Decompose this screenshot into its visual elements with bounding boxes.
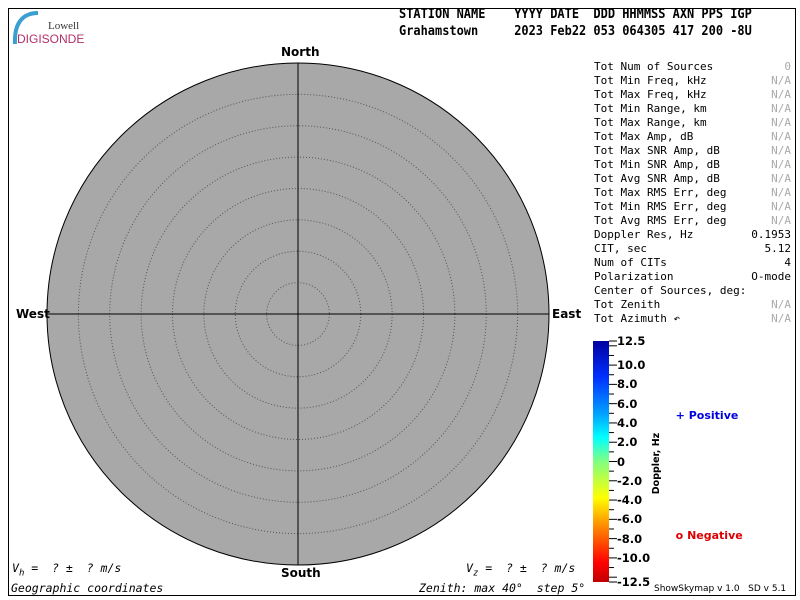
stat-label: Tot Min RMS Err, deg (594, 200, 727, 213)
stat-label: Tot Min SNR Amp, dB (594, 158, 720, 171)
stat-label: Tot Avg RMS Err, deg (594, 214, 727, 227)
stat-row: Tot Num of Sources 0 (594, 60, 791, 74)
stat-value: 0.1953 (751, 228, 791, 241)
label-east: East (552, 307, 582, 321)
logo: Lowell DIGISONDE (10, 10, 85, 46)
stat-value: N/A (771, 144, 791, 157)
zenith-label: Zenith: max 40° step 5° (419, 581, 586, 595)
colorbar-tick-label: -2.0 (617, 473, 643, 488)
colorbar-tick-label: 10.0 (617, 358, 646, 373)
legend-negative: o Negative (668, 516, 743, 542)
stat-value: O-mode (751, 270, 791, 283)
stat-label: Tot Max RMS Err, deg (594, 186, 727, 199)
stat-row: Tot Min SNR Amp, dB N/A (594, 158, 791, 172)
stat-value: 5.12 (764, 242, 792, 255)
stat-value: 0 (784, 60, 791, 73)
stat-value: N/A (771, 74, 791, 87)
stat-label: Num of CITs (594, 256, 667, 269)
colorbar-ticks (609, 340, 617, 583)
stat-value: N/A (771, 186, 791, 199)
stat-value: N/A (771, 102, 791, 115)
stat-label: Tot Num of Sources (594, 60, 714, 73)
stat-value: N/A (771, 214, 791, 227)
stat-label: CIT, sec (594, 242, 647, 255)
logo-text-digisonde: DIGISONDE (17, 32, 85, 46)
stat-value: N/A (771, 200, 791, 213)
stat-row: Tot Avg RMS Err, deg N/A (594, 214, 791, 228)
logo-text-lowell: Lowell (48, 20, 80, 32)
stat-label: Tot Max Freq, kHz (594, 88, 707, 101)
stat-row: CIT, sec 5.12 (594, 242, 791, 256)
stat-value: N/A (771, 312, 791, 325)
logo-arc-icon (12, 11, 39, 45)
coordinates-label: Geographic coordinates (11, 581, 164, 595)
stat-label: Polarization (594, 270, 674, 283)
stat-value: N/A (771, 172, 791, 185)
stat-row: Tot Min Range, km N/A (594, 102, 791, 116)
stat-row: Tot Azimuth ↶ N/A (594, 312, 791, 326)
colorbar-tick-label: 6.0 (617, 396, 638, 411)
colorbar-tick-label: -12.5 (617, 575, 651, 589)
stat-label: Doppler Res, Hz (594, 228, 694, 241)
stat-label: Tot Max Range, km (594, 116, 707, 129)
header-values: Grahamstown 2023 Feb22 053 064305 417 20… (399, 24, 752, 39)
stat-value: N/A (771, 88, 791, 101)
stat-row: Tot Max RMS Err, deg N/A (594, 186, 791, 200)
stat-row: Tot Max SNR Amp, dB N/A (594, 144, 791, 158)
stat-label: Center of Sources, deg: (594, 284, 747, 297)
legend-positive: + Positive (668, 396, 739, 422)
stat-row: Tot Avg SNR Amp, dB N/A (594, 172, 791, 186)
stat-value: N/A (771, 130, 791, 143)
plus-icon: + (675, 409, 685, 422)
figure-frame (8, 8, 796, 596)
circle-icon: o (675, 529, 684, 542)
stat-label: Tot Max SNR Amp, dB (594, 144, 720, 157)
label-south: South (281, 566, 321, 580)
stat-label: Tot Zenith (594, 298, 661, 311)
stat-value: N/A (771, 298, 791, 311)
stat-label: Tot Min Freq, kHz (594, 74, 707, 87)
stat-value: 4 (784, 256, 791, 269)
legend-negative-label: Negative (687, 529, 743, 542)
stat-row: Tot Max Range, km N/A (594, 116, 791, 130)
stat-row: Polarization O-mode (594, 270, 791, 284)
colorbar-tick-label: 0 (617, 454, 626, 469)
stat-row: Doppler Res, Hz 0.1953 (594, 228, 791, 242)
stat-row: Tot Max Freq, kHz N/A (594, 88, 791, 102)
stat-row: Tot Min RMS Err, deg N/A (594, 200, 791, 214)
stat-label: Tot Min Range, km (594, 102, 707, 115)
label-west: West (16, 307, 50, 321)
colorbar-tick-label: -4.0 (617, 493, 643, 508)
stat-row: Tot Min Freq, kHz N/A (594, 74, 791, 88)
version-label: ShowSkymap v 1.0 SD v 5.1 (654, 584, 787, 594)
stat-row: Center of Sources, deg: (594, 284, 791, 298)
stat-value: N/A (771, 158, 791, 171)
stat-label: Tot Azimuth ↶ (594, 312, 681, 325)
colorbar-axis-label: Doppler, Hz (651, 432, 663, 495)
colorbar-tick-label: 8.0 (617, 377, 638, 392)
stat-row: Tot Zenith N/A (594, 298, 791, 312)
colorbar-tick-label: 4.0 (617, 415, 638, 430)
colorbar-tick-label: -6.0 (617, 512, 643, 527)
stat-label: Tot Avg SNR Amp, dB (594, 172, 720, 185)
header-labels: STATION NAME YYYY DATE DDD HHMMSS AXN PP… (399, 7, 752, 22)
vh-readout: Vh = ? ± ? m/s (12, 561, 122, 579)
colorbar-tick-label: 12.5 (617, 334, 646, 348)
legend-positive-label: Positive (688, 409, 739, 422)
stat-row: Num of CITs 4 (594, 256, 791, 270)
skymap-plot (46, 62, 550, 566)
stat-row: Tot Max Amp, dB N/A (594, 130, 791, 144)
label-north: North (281, 45, 320, 59)
stat-value: N/A (771, 116, 791, 129)
colorbar-tick-label: -8.0 (617, 531, 643, 546)
colorbar (593, 341, 609, 582)
colorbar-tick-label: 2.0 (617, 435, 638, 450)
stat-label: Tot Max Amp, dB (594, 130, 694, 143)
colorbar-tick-label: -10.0 (617, 550, 651, 565)
vz-readout: Vz = ? ± ? m/s (466, 561, 576, 579)
